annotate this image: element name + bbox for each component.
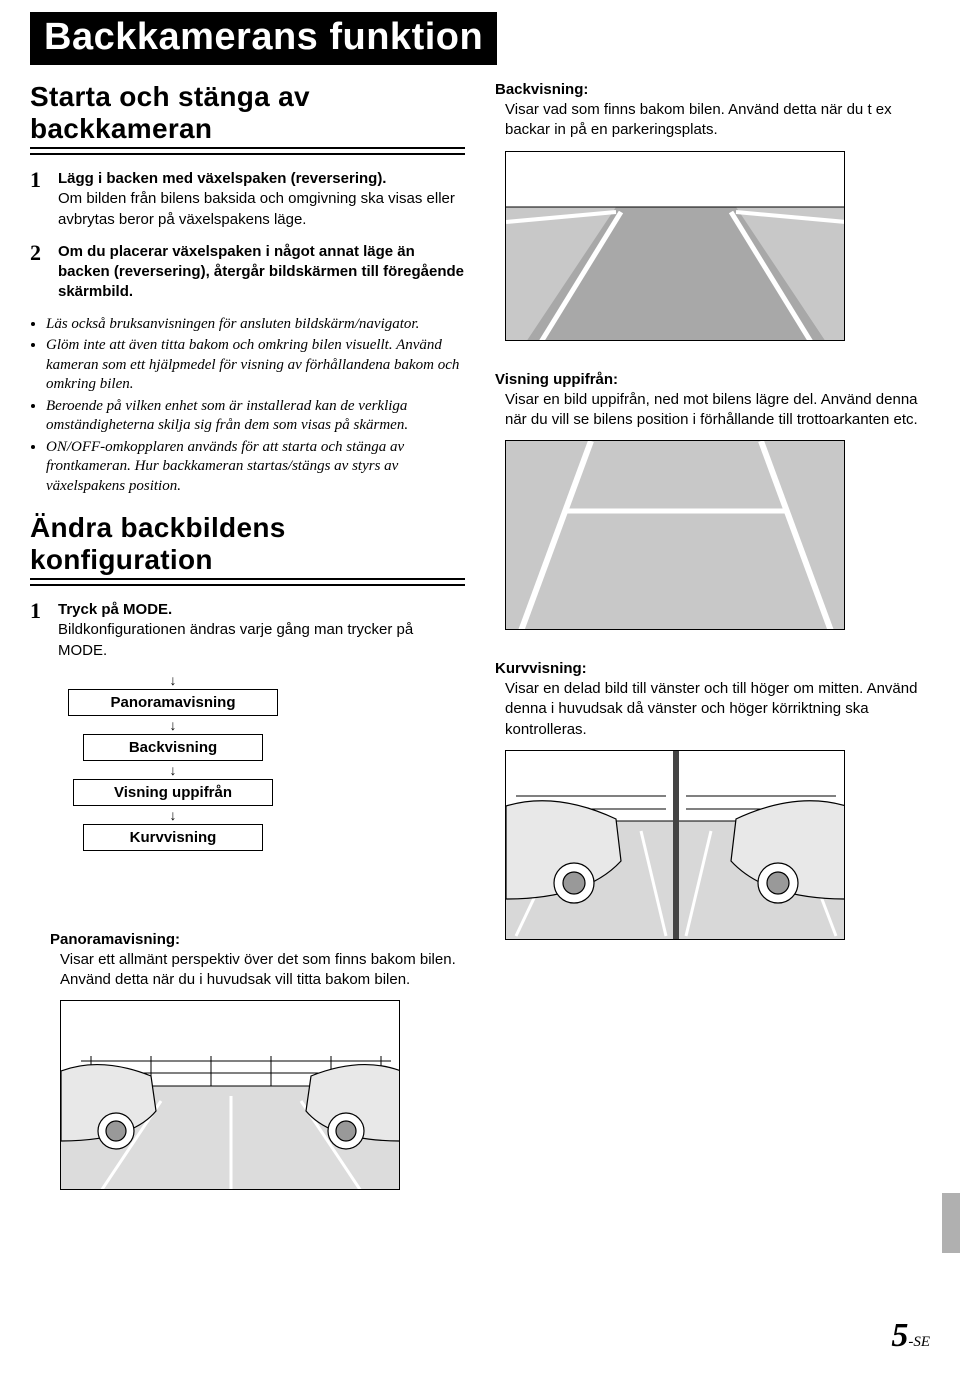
section-underline (30, 578, 465, 586)
flow-arrow: ↓ (58, 763, 288, 777)
curve-view-desc: Visar en delad bild till vänster och til… (495, 679, 930, 740)
config-step1-lead: Tryck på MODE. (58, 601, 172, 618)
panorama-view-block: Panoramavisning: Visar ett allmänt persp… (30, 931, 465, 1191)
page-title: Backkamerans funktion (30, 12, 497, 65)
back-view-illustration (505, 151, 845, 341)
left-column: Starta och stänga av backkameran 1 Lägg … (30, 81, 465, 1190)
step1-body: Om bilden från bilens baksida och omgivn… (58, 190, 455, 227)
top-view-desc: Visar en bild uppifrån, ned mot bilens l… (495, 390, 930, 431)
top-view-title: Visning uppifrån: (495, 371, 930, 388)
top-view-block: Visning uppifrån: Visar en bild uppifrån… (495, 371, 930, 631)
section-start-title: Starta och stänga av backkameran (30, 81, 465, 145)
start-step-2: 2 Om du placerar växelspaken i något ann… (30, 242, 465, 303)
mode-box: Visning uppifrån (73, 779, 273, 806)
flow-arrow: ↓ (58, 808, 288, 822)
note-item: Läs också bruksanvisningen för ansluten … (46, 315, 465, 335)
mode-box: Kurvvisning (83, 824, 263, 851)
note-item: Beroende på vilken enhet som är installe… (46, 397, 465, 436)
top-view-illustration (505, 440, 845, 630)
config-step1-body: Bildkonfigurationen ändras varje gång ma… (58, 621, 413, 658)
panorama-desc: Visar ett allmänt perspektiv över det so… (50, 950, 465, 991)
back-view-title: Backvisning: (495, 81, 930, 98)
panorama-title: Panoramavisning: (50, 931, 465, 948)
notes-list: Läs också bruksanvisningen för ansluten … (30, 315, 465, 497)
side-tab (942, 1193, 960, 1253)
curve-view-block: Kurvvisning: Visar en delad bild till vä… (495, 660, 930, 940)
note-item: ON/OFF-omkopplaren används för att start… (46, 438, 465, 497)
step1-lead: Lägg i backen med växelspaken (reverseri… (58, 170, 386, 187)
step-number: 1 (30, 169, 48, 230)
curve-view-illustration (505, 750, 845, 940)
mode-box: Backvisning (83, 734, 263, 761)
page-number: 5-SE (891, 1317, 930, 1355)
flow-arrow: ↓ (58, 673, 288, 687)
flow-arrow: ↓ (58, 718, 288, 732)
section-underline (30, 147, 465, 155)
mode-box: Panoramavisning (68, 689, 278, 716)
panorama-illustration (60, 1000, 400, 1190)
step-number: 1 (30, 600, 48, 661)
section-start-head: Starta och stänga av backkameran (30, 81, 465, 155)
back-view-desc: Visar vad som finns bakom bilen. Använd … (495, 100, 930, 141)
mode-flow-diagram: ↓ Panoramavisning ↓ Backvisning ↓ Visnin… (58, 673, 288, 851)
section-config-title: Ändra backbildens konfiguration (30, 512, 465, 576)
curve-view-title: Kurvvisning: (495, 660, 930, 677)
section-config-head: Ändra backbildens konfiguration (30, 512, 465, 586)
step-number: 2 (30, 242, 48, 303)
right-column: Backvisning: Visar vad som finns bakom b… (495, 81, 930, 1190)
step2-lead: Om du placerar växelspaken i något annat… (58, 243, 464, 301)
note-item: Glöm inte att även titta bakom och omkri… (46, 336, 465, 395)
start-step-1: 1 Lägg i backen med växelspaken (reverse… (30, 169, 465, 230)
back-view-block: Backvisning: Visar vad som finns bakom b… (495, 81, 930, 341)
config-step-1: 1 Tryck på MODE. Bildkonfigurationen änd… (30, 600, 465, 661)
